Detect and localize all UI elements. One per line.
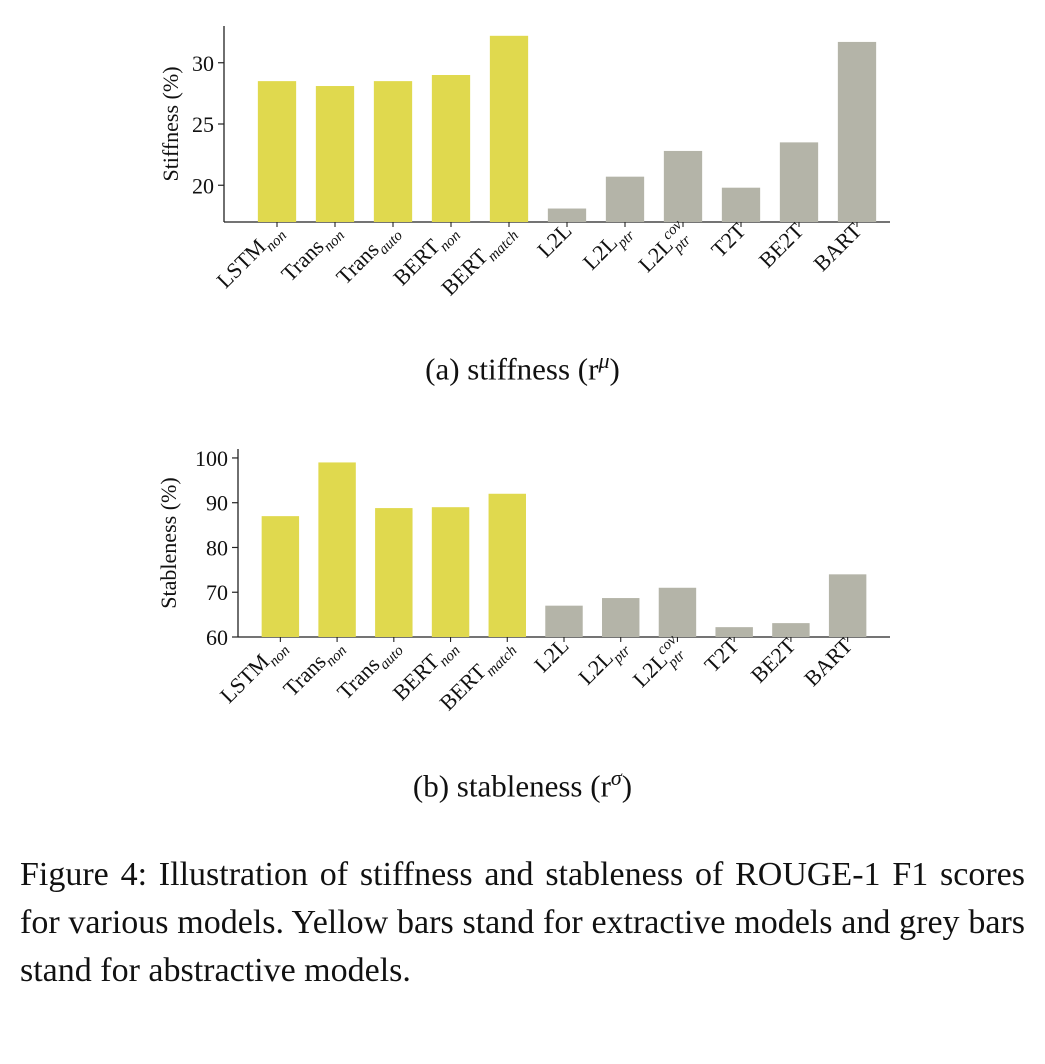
stableness-x-tick-text: L2Lcovptr <box>627 632 692 697</box>
stiffness-chart: 20 25 30 Stiffness (%) LSTMnon Transnon Transa… <box>0 0 1045 400</box>
stableness-x-tick-base: BE2T <box>746 632 801 687</box>
stiffness-bar-7 <box>663 150 703 222</box>
subcaption-b-sup: σ <box>610 765 622 790</box>
stiffness-y-axis-label: Stiffness (%) <box>158 66 183 181</box>
stiffness-x-tick-base: L2L <box>532 218 576 262</box>
stableness-bar-4 <box>488 493 526 637</box>
stiffness-x-tick-base: L2L <box>578 230 622 274</box>
stableness-bar-7 <box>658 587 697 637</box>
stableness-x-tick-text: BE2T <box>746 632 801 687</box>
stiffness-bar-8 <box>721 187 761 222</box>
stableness-bar-10 <box>828 574 867 637</box>
stableness-bar-1 <box>318 462 356 637</box>
stiffness-bar-3 <box>431 75 471 222</box>
stiffness-x-tick-label-0: LSTMnon <box>211 218 290 297</box>
subcaption-a-text: (a) stiffness (r <box>425 351 599 387</box>
stiffness-x-tick-label-9: BE2T <box>754 217 809 272</box>
stableness-x-tick-text: T2T <box>699 632 744 677</box>
stiffness-bar-5 <box>547 208 587 222</box>
stiffness-x-tick-text: BE2T <box>754 217 809 272</box>
stiffness-x-tick-label-8: T2T <box>706 217 751 262</box>
subcaption-b-text: (b) stableness (r <box>412 768 611 804</box>
stiffness-bar-6 <box>605 176 645 222</box>
stableness-bar-0 <box>261 516 300 637</box>
subcaption-b: (b) stableness (rσ) <box>0 765 1045 804</box>
stableness-bar-3 <box>431 507 470 637</box>
subcaption-b-end: ) <box>621 768 633 804</box>
stiffness-x-tick-base: T2T <box>706 217 751 262</box>
subcaption-a-sup: μ <box>598 348 610 373</box>
stiffness-x-tick-base: BE2T <box>754 217 809 272</box>
stiffness-x-tick-label-5: L2L <box>532 218 576 262</box>
stableness-bar-8 <box>715 627 753 637</box>
stiffness-x-tick-base: BART <box>808 217 867 276</box>
stiffness-bar-2 <box>373 81 413 222</box>
stiffness-x-tick-text: T2T <box>706 217 751 262</box>
stableness-bar-6 <box>602 598 640 637</box>
stiffness-x-tick-label-7: L2Lcovptr <box>633 217 698 282</box>
stableness-bar-2 <box>375 508 413 637</box>
stableness-x-tick-base: BART <box>799 632 858 691</box>
stableness-y-axis-label: Stableness (%) <box>156 477 181 608</box>
stiffness-x-tick-sub: match <box>485 228 522 265</box>
stableness-x-tick-base: L2L <box>529 633 573 677</box>
stableness-y-tick-label: 70 <box>206 580 228 605</box>
stableness-x-tick-label-4: BERTmatch <box>434 633 520 719</box>
subcaption-a: (a) stiffness (rμ) <box>0 348 1045 387</box>
stiffness-x-tick-text: BART <box>808 217 867 276</box>
figure-caption: Figure 4: Illustration of stiffness and … <box>20 856 1025 989</box>
stiffness-x-tick-text: LSTMnon <box>211 218 290 297</box>
stableness-x-tick-label-8: T2T <box>699 632 744 677</box>
stableness-y-tick-label: 80 <box>206 535 228 560</box>
stiffness-x-tick-text: L2Lcovptr <box>633 217 698 282</box>
stableness-chart: 60 70 80 90 100 Stableness (%) LSTMnon Transnon… <box>0 420 1045 820</box>
stableness-x-tick-text: BART <box>799 632 858 691</box>
stableness-x-tick-label-10: BART <box>799 632 858 691</box>
stableness-x-tick-sub: match <box>483 643 520 680</box>
stableness-x-tick-label-5: L2L <box>529 633 573 677</box>
stableness-x-tick-base: T2T <box>699 632 744 677</box>
stiffness-bar-10 <box>837 41 877 222</box>
stiffness-bar-0 <box>257 81 297 222</box>
stableness-x-tick-text: L2L <box>529 633 573 677</box>
stiffness-y-tick-label: 30 <box>192 51 214 76</box>
stiffness-x-tick-label-10: BART <box>808 217 867 276</box>
stableness-x-tick-text: BERTmatch <box>434 633 520 719</box>
stiffness-y-tick-label: 20 <box>192 173 214 198</box>
stableness-bar-5 <box>545 605 583 637</box>
stableness-y-tick-label: 60 <box>206 625 228 650</box>
stiffness-x-tick-text: Transauto <box>331 218 406 293</box>
stiffness-bar-1 <box>315 86 355 223</box>
stableness-x-tick-text: L2Lptr <box>573 633 633 693</box>
stableness-y-tick-label: 90 <box>206 491 228 516</box>
stiffness-x-tick-base: LSTM <box>211 234 270 293</box>
stiffness-x-tick-label-2: Transauto <box>331 218 406 293</box>
stiffness-bar-9 <box>779 142 819 222</box>
stableness-bar-9 <box>772 623 810 637</box>
stiffness-x-tick-text: L2Lptr <box>578 218 638 278</box>
stableness-x-tick-base: LSTM <box>215 649 274 708</box>
stiffness-x-tick-label-6: L2Lptr <box>578 218 638 278</box>
stableness-x-tick-label-6: L2Lptr <box>573 633 633 693</box>
stableness-x-tick-base: L2L <box>573 645 617 689</box>
stiffness-x-tick-text: L2L <box>532 218 576 262</box>
stiffness-bar-4 <box>489 35 529 222</box>
stableness-x-tick-label-9: BE2T <box>746 632 801 687</box>
stableness-y-tick-label: 100 <box>195 446 228 471</box>
stableness-x-tick-label-7: L2Lcovptr <box>627 632 692 697</box>
stiffness-y-tick-label: 25 <box>192 112 214 137</box>
subcaption-a-end: ) <box>609 351 620 387</box>
